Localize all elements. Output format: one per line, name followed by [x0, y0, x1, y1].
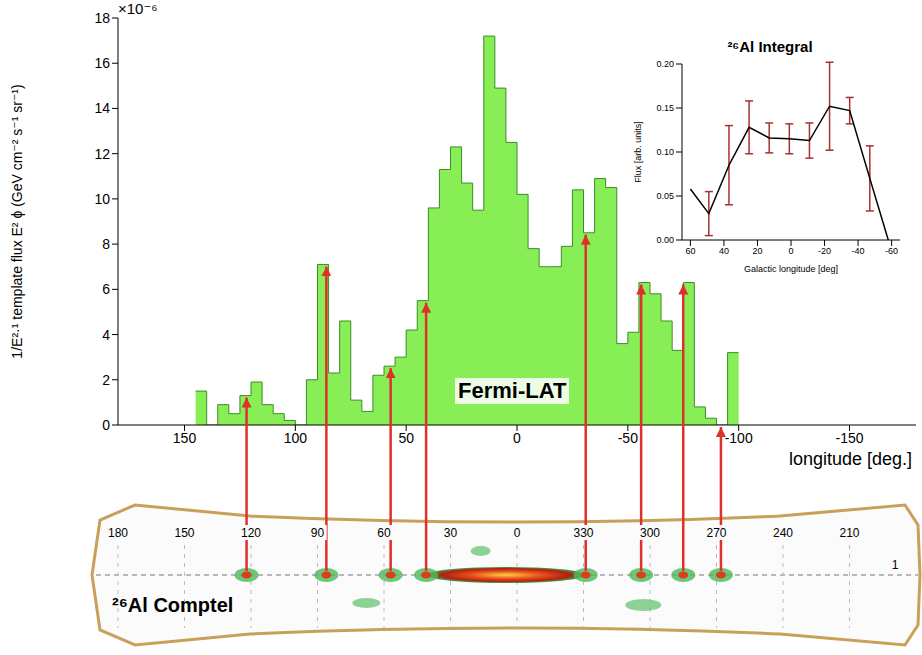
- svg-text:0: 0: [514, 526, 521, 540]
- html-text:²⁶Al Integral: ²⁶Al Integral: [727, 38, 813, 55]
- svg-text:50: 50: [398, 430, 414, 446]
- svg-text:-40: -40: [852, 246, 865, 256]
- svg-text:0: 0: [788, 246, 793, 256]
- svg-text:20: 20: [752, 246, 762, 256]
- svg-text:150: 150: [173, 430, 197, 446]
- svg-text:2: 2: [102, 372, 110, 388]
- svg-text:1/E²·¹ template flux E² ϕ (GeV: 1/E²·¹ template flux E² ϕ (GeV cm⁻² s⁻¹ …: [9, 84, 25, 358]
- html-text:longitude [deg.]: longitude [deg.]: [788, 449, 912, 469]
- svg-text:60: 60: [377, 526, 391, 540]
- svg-text:0: 0: [513, 430, 521, 446]
- svg-text:330: 330: [573, 526, 593, 540]
- svg-text:-100: -100: [725, 430, 753, 446]
- svg-text:12: 12: [94, 146, 110, 162]
- svg-text:300: 300: [640, 526, 660, 540]
- svg-text:0: 0: [102, 417, 110, 433]
- svg-text:Galactic longitude [deg]: Galactic longitude [deg]: [744, 264, 838, 274]
- svg-text:4: 4: [102, 327, 110, 343]
- svg-text:270: 270: [706, 526, 726, 540]
- svg-text:14: 14: [94, 100, 110, 116]
- svg-text:1: 1: [892, 558, 899, 572]
- svg-text:-150: -150: [835, 430, 863, 446]
- svg-text:6: 6: [102, 281, 110, 297]
- svg-text:8: 8: [102, 236, 110, 252]
- svg-text:100: 100: [284, 430, 308, 446]
- html-text:×10⁻⁶: ×10⁻⁶: [118, 0, 158, 17]
- svg-text:16: 16: [94, 55, 110, 71]
- svg-text:Flux [arb. units]: Flux [arb. units]: [633, 121, 643, 183]
- svg-text:90: 90: [311, 526, 325, 540]
- svg-text:0.15: 0.15: [656, 103, 674, 113]
- svg-text:0.05: 0.05: [656, 191, 674, 201]
- svg-text:240: 240: [773, 526, 793, 540]
- svg-text:18: 18: [94, 10, 110, 26]
- svg-text:0.10: 0.10: [656, 147, 674, 157]
- svg-text:0.20: 0.20: [656, 59, 674, 69]
- svg-text:0.00: 0.00: [656, 235, 674, 245]
- svg-text:120: 120: [241, 526, 261, 540]
- svg-text:-20: -20: [818, 246, 831, 256]
- svg-text:60: 60: [685, 246, 695, 256]
- svg-text:-50: -50: [618, 430, 638, 446]
- svg-text:150: 150: [174, 526, 194, 540]
- svg-text:210: 210: [839, 526, 859, 540]
- svg-text:30: 30: [444, 526, 458, 540]
- svg-text:10: 10: [94, 191, 110, 207]
- html-text:Fermi-LAT: Fermi-LAT: [458, 378, 567, 403]
- svg-text:-60: -60: [885, 246, 898, 256]
- svg-text:40: 40: [719, 246, 729, 256]
- svg-text:²⁶Al Comptel: ²⁶Al Comptel: [112, 594, 233, 616]
- svg-text:180: 180: [108, 526, 128, 540]
